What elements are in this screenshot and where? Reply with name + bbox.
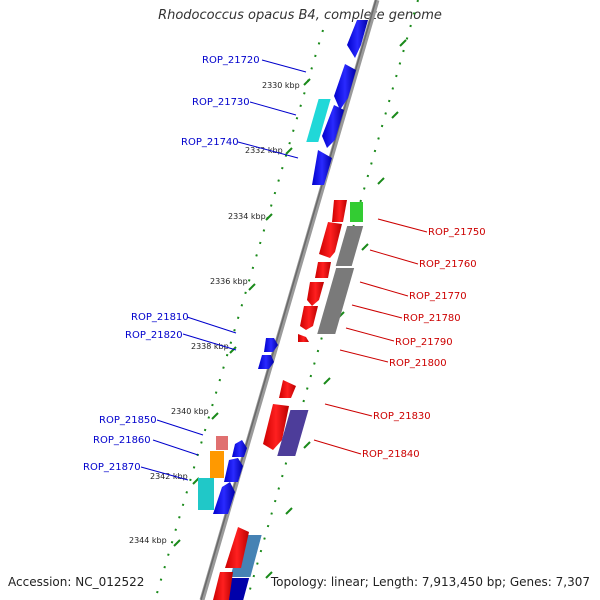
gene-label[interactable]: ROP_21830 <box>373 411 431 422</box>
gene-arrow <box>312 150 332 185</box>
gene-box <box>216 436 228 450</box>
gene-label[interactable]: ROP_21720 <box>202 55 260 66</box>
gene-box <box>317 268 355 334</box>
gene-arrow <box>298 334 309 342</box>
tick-label: 2330 kbp <box>262 81 300 90</box>
gene-label[interactable]: ROP_21760 <box>419 259 477 270</box>
gene-arrow <box>264 338 278 352</box>
right-leaders <box>313 218 428 455</box>
kbp-labels: 2330 kbp 2332 kbp 2334 kbp 2336 kbp 2338… <box>129 81 300 545</box>
gene-label[interactable]: ROP_21750 <box>428 227 486 238</box>
left-leaders <box>140 59 307 481</box>
gene-arrow <box>319 222 342 258</box>
right-gene-labels: ROP_21750 ROP_21760 ROP_21770 ROP_21780 … <box>362 227 486 460</box>
tick-label: 2332 kbp <box>245 146 283 155</box>
forward-strand-genes <box>213 200 364 600</box>
reverse-strand-genes <box>213 20 368 600</box>
gene-arrow <box>263 404 289 450</box>
gene-label[interactable]: ROP_21740 <box>181 137 239 148</box>
tick-label: 2334 kbp <box>228 212 266 221</box>
gene-label[interactable]: ROP_21840 <box>362 449 420 460</box>
tick-label: 2340 kbp <box>171 407 209 416</box>
gene-arrow <box>332 200 347 222</box>
gene-label[interactable]: ROP_21800 <box>389 358 447 369</box>
gene-label[interactable]: ROP_21820 <box>125 330 183 341</box>
gene-arrow <box>300 306 318 330</box>
gene-arrow <box>213 572 233 600</box>
topology-summary: Topology: linear; Length: 7,913,450 bp; … <box>270 575 590 589</box>
tick-label: 2342 kbp <box>150 472 188 481</box>
gene-arrow <box>213 482 235 514</box>
gene-box <box>210 451 224 478</box>
gene-label[interactable]: ROP_21870 <box>83 462 141 473</box>
gene-arrow <box>322 105 344 148</box>
tick-label: 2336 kbp <box>210 277 248 286</box>
gene-label[interactable]: ROP_21810 <box>131 312 189 323</box>
gene-arrow <box>258 355 274 369</box>
gene-arrow <box>224 458 243 482</box>
gene-arrow <box>334 64 356 110</box>
gene-label[interactable]: ROP_21850 <box>99 415 157 426</box>
gene-box <box>306 99 331 142</box>
gene-box <box>350 202 363 222</box>
guide-lines <box>154 0 419 600</box>
gene-arrow <box>232 440 247 457</box>
gene-arrow <box>347 20 368 58</box>
gene-box <box>277 410 309 456</box>
tick-label: 2338 kbp <box>191 342 229 351</box>
gene-label[interactable]: ROP_21730 <box>192 97 250 108</box>
gene-box <box>335 226 364 266</box>
gene-label[interactable]: ROP_21780 <box>403 313 461 324</box>
gene-arrow <box>279 380 296 398</box>
gene-label[interactable]: ROP_21860 <box>93 435 151 446</box>
gene-arrow <box>225 527 249 568</box>
gene-arrow <box>307 282 324 306</box>
gene-box <box>198 478 214 510</box>
tick-label: 2344 kbp <box>129 536 167 545</box>
gene-arrow <box>315 262 331 278</box>
left-gene-labels: ROP_21720 ROP_21730 ROP_21740 ROP_21810 … <box>83 55 260 473</box>
accession-text: Accession: NC_012522 <box>8 575 145 589</box>
gene-label[interactable]: ROP_21790 <box>395 337 453 348</box>
gene-label[interactable]: ROP_21770 <box>409 291 467 302</box>
